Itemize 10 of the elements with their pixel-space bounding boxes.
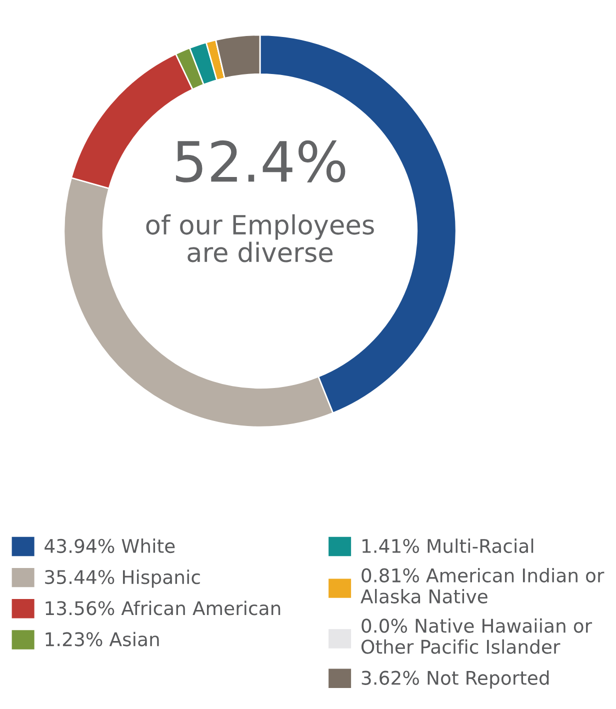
legend-label: 43.94% White xyxy=(44,538,175,554)
legend-label: 13.56% African American xyxy=(46,600,280,616)
legend-label: 1.41% Multi-Racial xyxy=(362,538,534,554)
text: 52.4% xyxy=(176,140,346,182)
legend-label: 3.62% Not Reported xyxy=(362,670,549,689)
text: of our Employees are diverse xyxy=(146,214,374,262)
legend-label: 0.0% Native Hawaiian or Other Pacific Islander xyxy=(361,618,592,654)
legend-label: 1.23% Asian xyxy=(46,632,159,646)
legend-label: 0.81% American Indian or Alaska Native xyxy=(360,568,604,604)
legend-label: 35.44% Hispanic xyxy=(45,570,200,588)
